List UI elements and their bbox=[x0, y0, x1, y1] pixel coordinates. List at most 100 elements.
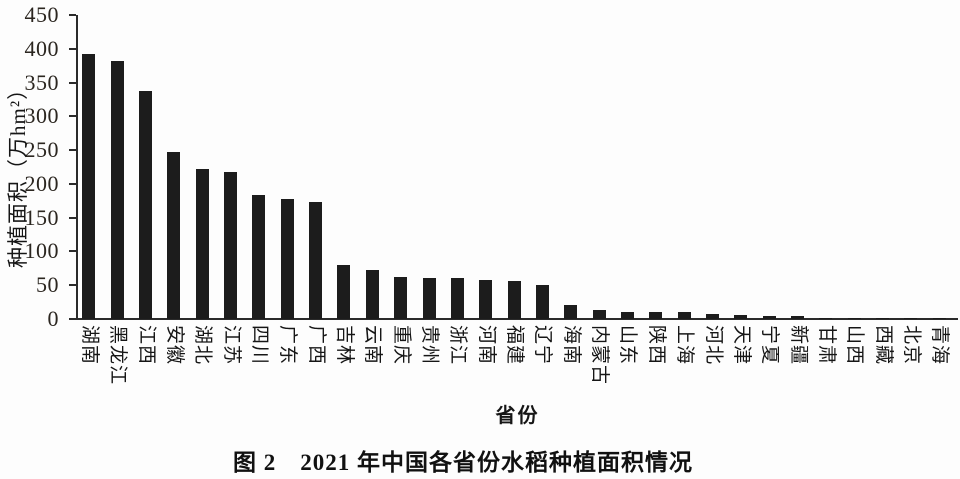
y-tick bbox=[69, 115, 76, 118]
bar-5 bbox=[195, 169, 209, 319]
y-tick-label: 100 bbox=[24, 238, 59, 264]
x-category-label-text: 江西 bbox=[135, 325, 157, 366]
y-tick bbox=[69, 182, 76, 185]
x-category-label: 新疆 bbox=[788, 325, 809, 365]
y-tick-label: 350 bbox=[24, 69, 59, 95]
x-category-label: 青海 bbox=[929, 325, 950, 365]
x-category-label: 广东 bbox=[277, 325, 298, 365]
y-tick bbox=[69, 250, 76, 253]
y-tick-label: 200 bbox=[24, 170, 59, 196]
x-category-label-text: 浙江 bbox=[447, 325, 469, 366]
bar-23 bbox=[706, 313, 719, 319]
x-category-label: 内蒙古 bbox=[589, 325, 610, 385]
bar-19 bbox=[592, 309, 606, 319]
x-category-label: 安徽 bbox=[164, 325, 185, 365]
x-category-label: 山东 bbox=[617, 325, 638, 365]
bar-21 bbox=[649, 312, 663, 319]
x-category-label: 天津 bbox=[731, 325, 752, 365]
x-category-label: 上海 bbox=[674, 325, 695, 365]
y-tick bbox=[69, 216, 76, 219]
y-tick bbox=[69, 318, 76, 320]
bar-6 bbox=[224, 171, 238, 319]
x-category-label: 山西 bbox=[844, 325, 865, 365]
bar-16 bbox=[507, 281, 521, 319]
x-category-label-text: 海南 bbox=[560, 325, 582, 366]
x-category-label: 重庆 bbox=[391, 325, 412, 365]
bar-8 bbox=[280, 198, 294, 319]
x-category-label-text: 云南 bbox=[362, 325, 384, 366]
x-category-label-text: 四川 bbox=[248, 325, 270, 366]
x-category-label: 湖南 bbox=[79, 325, 100, 365]
bar-24 bbox=[734, 314, 748, 319]
x-category-label: 江苏 bbox=[221, 325, 242, 365]
bar-27 bbox=[819, 317, 833, 319]
bar-17 bbox=[535, 285, 549, 319]
x-category-label-text: 河北 bbox=[702, 325, 724, 366]
x-category-label: 江西 bbox=[136, 325, 157, 365]
bar-22 bbox=[677, 312, 691, 319]
bar-12 bbox=[394, 277, 408, 319]
bar-7 bbox=[252, 194, 266, 319]
x-category-label-text: 湖南 bbox=[78, 325, 100, 366]
x-category-label: 辽宁 bbox=[532, 325, 553, 365]
bar-31 bbox=[932, 318, 946, 319]
x-category-label-text: 湖北 bbox=[192, 325, 214, 366]
x-category-label-text: 贵州 bbox=[419, 325, 440, 366]
x-category-label: 黑龙江 bbox=[107, 325, 128, 385]
bar-2 bbox=[110, 60, 124, 319]
y-tick-label: 450 bbox=[24, 2, 59, 27]
figure-caption: 图 2 2021 年中国各省份水稻种植面积情况 bbox=[233, 450, 693, 475]
y-tick bbox=[69, 47, 76, 50]
y-tick-label: 300 bbox=[24, 103, 59, 129]
x-category-label: 北京 bbox=[901, 325, 922, 365]
y-tick-label: 250 bbox=[24, 137, 59, 163]
x-category-label-text: 西藏 bbox=[872, 325, 894, 366]
y-tick-label: 400 bbox=[24, 35, 59, 61]
bar-29 bbox=[876, 317, 890, 319]
bar-9 bbox=[309, 202, 323, 319]
x-category-label: 河北 bbox=[703, 325, 724, 365]
x-category-label-text: 山西 bbox=[844, 325, 866, 366]
x-category-label-text: 内蒙古 bbox=[589, 325, 611, 386]
x-category-label: 福建 bbox=[504, 325, 525, 365]
x-category-label-text: 吉林 bbox=[333, 325, 355, 366]
y-tick-label: 150 bbox=[24, 204, 59, 230]
y-tick bbox=[69, 14, 76, 16]
x-category-label-text: 黑龙江 bbox=[107, 325, 129, 386]
x-category-label-text: 广东 bbox=[277, 325, 299, 366]
bar-18 bbox=[564, 304, 578, 319]
y-tick bbox=[69, 284, 76, 287]
x-category-label-text: 上海 bbox=[674, 325, 696, 366]
x-category-label: 浙江 bbox=[447, 325, 468, 365]
x-category-label-text: 青海 bbox=[929, 325, 951, 366]
bar-30 bbox=[904, 318, 918, 319]
bar-20 bbox=[620, 311, 634, 319]
x-category-label: 云南 bbox=[362, 325, 383, 365]
bar-1 bbox=[82, 54, 96, 319]
x-category-label: 广西 bbox=[306, 325, 327, 365]
x-category-label-text: 宁夏 bbox=[759, 325, 781, 366]
x-category-label-text: 甘肃 bbox=[815, 325, 837, 366]
x-category-label-text: 河南 bbox=[475, 325, 497, 366]
bar-3 bbox=[139, 90, 152, 319]
x-category-label-text: 安徽 bbox=[163, 325, 185, 366]
bar-11 bbox=[365, 269, 379, 319]
y-tick-label: 50 bbox=[36, 272, 59, 298]
x-category-label-text: 广西 bbox=[305, 325, 327, 366]
x-category-label: 海南 bbox=[561, 325, 582, 365]
x-category-label-text: 陕西 bbox=[645, 325, 667, 366]
x-category-label: 陕西 bbox=[646, 325, 667, 365]
bar-26 bbox=[791, 316, 805, 319]
bar-15 bbox=[479, 280, 493, 319]
x-category-label-text: 山东 bbox=[617, 325, 639, 366]
bar-13 bbox=[422, 277, 436, 319]
x-category-label-text: 重庆 bbox=[390, 325, 412, 366]
x-category-label: 吉林 bbox=[334, 325, 355, 365]
bar-28 bbox=[847, 317, 861, 319]
y-axis-title: 种植面积（万hm²） bbox=[6, 77, 30, 268]
bar-10 bbox=[337, 264, 351, 319]
x-category-label-text: 北京 bbox=[900, 325, 922, 366]
x-category-label: 贵州 bbox=[419, 325, 440, 365]
bar-14 bbox=[450, 278, 464, 319]
